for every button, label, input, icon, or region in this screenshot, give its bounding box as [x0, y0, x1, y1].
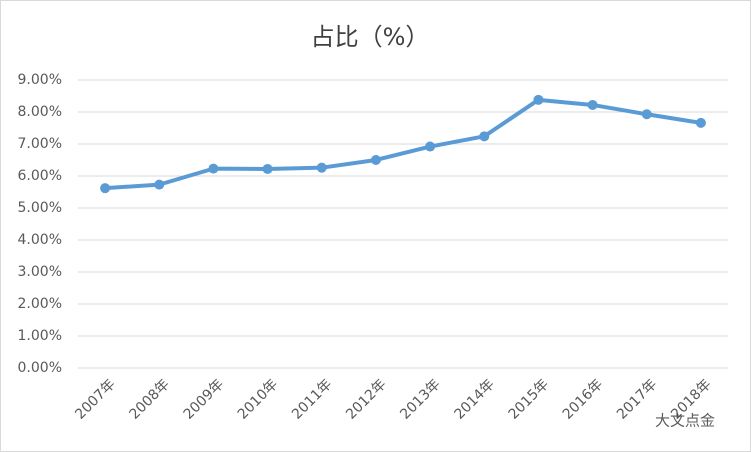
- y-tick-label: 6.00%: [18, 168, 62, 184]
- data-point: [208, 163, 219, 174]
- data-point: [479, 131, 490, 142]
- y-tick-label: 9.00%: [18, 72, 62, 88]
- watermark: 大文点金: [655, 412, 715, 430]
- data-point: [100, 183, 111, 194]
- y-tick-label: 3.00%: [18, 264, 62, 280]
- data-point: [370, 155, 381, 165]
- data-point: [262, 163, 273, 174]
- data-point: [587, 99, 598, 110]
- y-tick-label: 5.00%: [18, 200, 62, 216]
- data-point: [316, 162, 327, 173]
- y-tick-label: 0.00%: [18, 360, 62, 376]
- data-line: [104, 97, 702, 191]
- data-point: [533, 94, 544, 105]
- data-point: [695, 117, 706, 128]
- y-tick-label: 1.00%: [18, 328, 62, 344]
- data-point: [425, 141, 436, 152]
- y-tick-label: 4.00%: [18, 232, 62, 248]
- data-point: [641, 109, 652, 120]
- y-tick-label: 2.00%: [18, 296, 62, 312]
- chart-title: 占比（%）: [311, 23, 430, 51]
- y-tick-label: 8.00%: [18, 104, 62, 120]
- y-tick-label: 7.00%: [18, 136, 62, 152]
- data-point: [154, 179, 165, 190]
